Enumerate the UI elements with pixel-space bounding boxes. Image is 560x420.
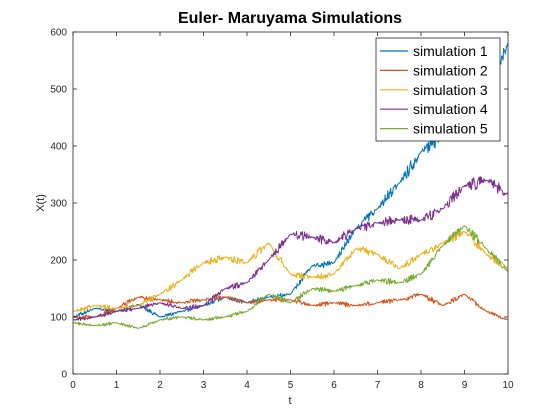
- y-tick-label: 400: [50, 142, 67, 153]
- y-tick-label: 100: [50, 313, 67, 324]
- x-tick-label: 8: [418, 380, 424, 391]
- x-tick-label: 0: [70, 380, 76, 391]
- legend-label: simulation 5: [413, 121, 488, 137]
- legend-label: simulation 3: [413, 82, 488, 98]
- x-tick-label: 3: [201, 380, 207, 391]
- y-tick-label: 500: [50, 85, 67, 96]
- x-tick-label: 2: [157, 380, 163, 391]
- x-tick-label: 1: [114, 380, 120, 391]
- x-axis-label: t: [288, 395, 291, 407]
- series-line-3: [72, 231, 509, 312]
- x-tick-label: 5: [288, 380, 294, 391]
- series-line-4: [72, 176, 509, 321]
- legend-label: simulation 1: [413, 43, 488, 59]
- legend-label: simulation 2: [413, 62, 488, 78]
- chart-title: Euler- Maruyama Simulations: [178, 10, 402, 27]
- y-tick-label: 200: [50, 256, 67, 267]
- series-line-5: [73, 225, 509, 329]
- y-tick-label: 0: [61, 370, 67, 381]
- legend-label: simulation 4: [413, 101, 488, 117]
- y-tick-label: 300: [50, 199, 67, 210]
- y-axis-label: X(t): [35, 194, 47, 212]
- x-tick-label: 6: [331, 380, 337, 391]
- x-tick-label: 7: [375, 380, 381, 391]
- x-tick-label: 9: [462, 380, 468, 391]
- x-tick-label: 10: [502, 380, 514, 391]
- legend: simulation 1 simulation 2 simulation 3 simu…: [375, 37, 501, 142]
- y-tick-label: 600: [50, 28, 67, 39]
- x-tick-label: 4: [244, 380, 250, 391]
- series-line-2: [72, 293, 509, 321]
